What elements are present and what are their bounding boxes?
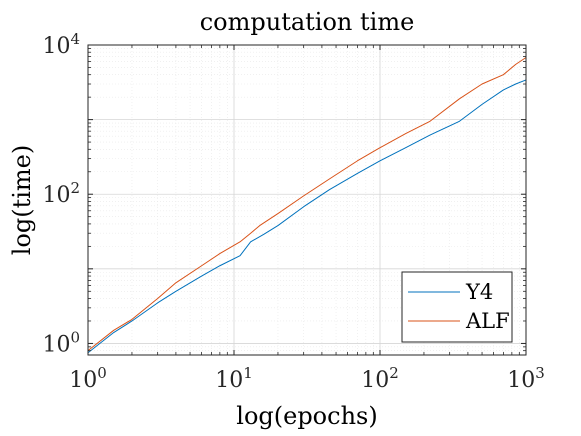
y-tick-label: 100 (42, 328, 80, 357)
x-tick-label: 103 (507, 364, 545, 393)
series-line-alf (87, 57, 527, 352)
y-tick-label: 102 (42, 179, 80, 208)
x-tick-label: 101 (215, 364, 253, 393)
minor-grid (88, 45, 526, 356)
tick-marks (87, 45, 526, 356)
y-axis-label: log(time) (8, 145, 36, 256)
x-tick-label: 102 (361, 364, 399, 393)
legend-label-alf: ALF (465, 309, 510, 333)
y-tick-label: 104 (42, 30, 80, 59)
plot-frame (87, 44, 527, 356)
series-line-y4 (87, 79, 527, 354)
x-tick-labels: 100 101 102 103 (69, 364, 545, 393)
legend-box (401, 271, 513, 343)
x-tick-label: 100 (69, 364, 107, 393)
y-tick-labels: 100 102 104 (42, 30, 80, 357)
x-axis-label: log(epochs) (236, 402, 377, 430)
legend: Y4 ALF (401, 271, 513, 343)
chart-title: computation time (200, 8, 415, 36)
legend-label-y4: Y4 (465, 280, 493, 304)
series-layer (87, 57, 527, 354)
